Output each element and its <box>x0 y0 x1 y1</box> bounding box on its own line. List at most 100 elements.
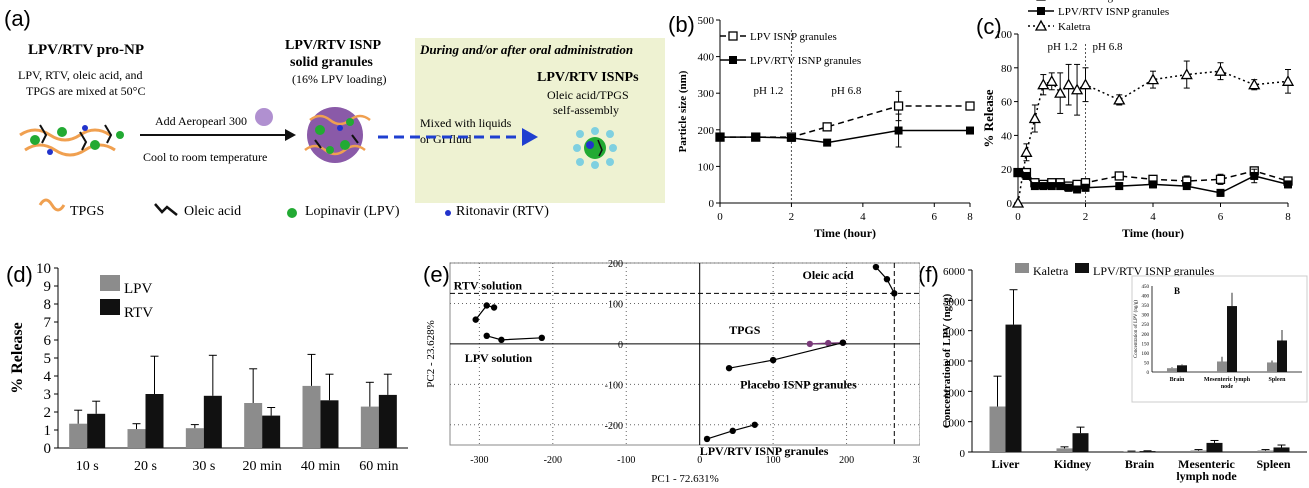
category-label: Liver <box>992 457 1021 471</box>
x-axis-label: Time (hour) <box>814 226 876 240</box>
inset-y-tick-label: 350 <box>1142 304 1150 309</box>
x-tick-label: 100 <box>766 455 781 466</box>
legend-rtv: Ritonavir (RTV) <box>456 204 549 219</box>
inset-label: B <box>1174 286 1180 296</box>
inset-y-tick-label: 450 <box>1142 285 1150 290</box>
data-point <box>1180 68 1193 80</box>
data-point <box>894 126 903 135</box>
data-point <box>1030 182 1039 191</box>
x-tick-label: 6 <box>1218 211 1224 223</box>
y-tick-label: 300 <box>698 88 715 100</box>
legend-marker <box>728 31 738 41</box>
bar <box>1005 324 1022 452</box>
x-tick-label: 6 <box>932 211 938 223</box>
pronp-mixture-icon <box>19 124 124 157</box>
group-line <box>728 342 844 369</box>
step1-top-label: Add Aeropearl 300 <box>155 114 247 128</box>
category-label: 30 s <box>192 459 215 474</box>
granules-title-1: LPV/RTV ISNP <box>285 38 382 53</box>
y-tick-label: 400 <box>698 52 715 64</box>
data-point <box>965 101 975 111</box>
inset-category-label: Brain <box>1170 377 1185 383</box>
category-label: Kidney <box>1054 457 1091 471</box>
legend-label: LPV ISNP granules <box>1058 0 1145 3</box>
bar <box>1273 447 1290 452</box>
series-line <box>720 105 970 138</box>
y-tick-label: 1000 <box>943 418 966 430</box>
tpgs-legend-icon <box>38 198 66 212</box>
y-tick-label: 0 <box>1007 198 1013 210</box>
y-tick-label: 10 <box>36 261 51 277</box>
granules-title-2: solid granules <box>290 55 373 70</box>
y-axis-label: PC2 - 23.628% <box>425 320 437 388</box>
annotation-ph-6-8: pH 6.8 <box>831 85 861 97</box>
chart-c-release: 0 20 40 60 80 100 0 2 4 6 8 pH 1.2 pH 6.8 Time (hour)… <box>983 0 1295 240</box>
legend-label: Kaletra <box>1058 21 1090 33</box>
bar <box>360 406 379 448</box>
y-axis-label: Concentration of LPV (ng/g) <box>941 293 953 428</box>
panel-d-label: (d) <box>6 262 33 287</box>
category-label: Spleen <box>1256 457 1290 471</box>
x-tick-label: 8 <box>1285 211 1291 223</box>
legend-swatch <box>100 275 120 291</box>
data-point <box>1014 168 1022 177</box>
y-tick-label: 2000 <box>943 387 966 399</box>
x-tick-label: 2 <box>789 211 795 223</box>
bar <box>1206 442 1223 452</box>
data-point <box>716 133 724 142</box>
legend-marker <box>1034 19 1048 31</box>
legend-lpv: Lopinavir (LPV) <box>305 204 400 219</box>
data-point <box>823 138 832 147</box>
panel-f-label: (f) <box>918 262 939 287</box>
bar <box>1056 448 1073 452</box>
y-tick-label: 20 <box>1001 164 1013 176</box>
pronp-desc-1: LPV, RTV, oleic acid, and <box>18 68 143 82</box>
bar <box>87 413 106 448</box>
bar <box>1190 450 1207 452</box>
data-point <box>751 421 758 428</box>
y-tick-label: 100 <box>608 299 623 310</box>
group-label: RTV solution <box>454 278 523 292</box>
data-point <box>1056 182 1065 191</box>
data-point <box>1037 78 1050 90</box>
data-point <box>787 133 796 142</box>
inset-category-label: Mesenteric lymph <box>1204 377 1251 383</box>
y-axis-label: % Release <box>983 89 996 147</box>
legend-label: LPV ISNP granules <box>750 31 837 43</box>
data-point <box>1054 86 1067 98</box>
inset-y-tick-label: 0 <box>1147 371 1150 376</box>
panel-c-label: (c) <box>976 14 1002 39</box>
annotation-ph-6-8: pH 6.8 <box>1093 41 1123 53</box>
legend-label: LPV/RTV ISNP granules <box>1093 264 1215 278</box>
y-tick-label: 6000 <box>943 266 966 278</box>
legend-label: LPV/RTV ISNP granules <box>750 55 861 67</box>
oral-header: During and/or after oral administration <box>420 42 634 57</box>
data-point <box>1062 78 1075 90</box>
y-tick-label: 0 <box>618 340 623 351</box>
y-tick-label: 100 <box>698 161 715 173</box>
data-point <box>1146 73 1160 85</box>
category-label: 40 min <box>301 459 340 474</box>
data-point <box>1081 183 1090 192</box>
bar <box>320 400 339 448</box>
bar <box>69 423 88 448</box>
data-point <box>1047 182 1056 191</box>
legend-marker <box>1037 7 1045 15</box>
panel-b-label: (b) <box>668 12 695 37</box>
inset-bar <box>1217 361 1227 372</box>
y-tick-label: 7 <box>44 315 52 331</box>
data-point <box>893 101 904 111</box>
y-tick-label: 1 <box>44 423 52 439</box>
group-label: LPV solution <box>465 351 533 365</box>
y-tick-label: 8 <box>44 297 52 313</box>
data-point <box>1113 93 1126 105</box>
data-point <box>1045 74 1058 86</box>
inset-category-label: Spleen <box>1268 377 1286 383</box>
data-point <box>1216 188 1225 197</box>
bar <box>203 395 222 448</box>
data-point <box>490 304 498 311</box>
y-tick-label: -100 <box>605 380 623 391</box>
inset-y-tick-label: 200 <box>1142 333 1150 338</box>
y-axis-label: Particle size (nm) <box>677 70 689 152</box>
y-tick-label: 100 <box>996 29 1013 41</box>
